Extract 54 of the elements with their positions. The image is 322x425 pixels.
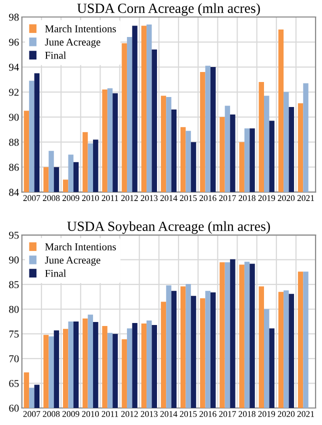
x-tick-label: 2007 [23, 411, 40, 417]
legend-label: June Acreage [45, 256, 100, 266]
x-tick-label: 2021 [297, 411, 314, 417]
x-tick-label: 2018 [238, 195, 256, 202]
legend-label: March Intentions [45, 24, 116, 32]
x-tick-label: 2015 [180, 195, 197, 202]
x-tick-label: 2009 [62, 411, 80, 417]
y-tick-label: 94 [9, 64, 19, 71]
y-tick-label: 98 [9, 14, 19, 21]
x-tick-label: 2015 [180, 411, 197, 417]
y-tick-label: 80 [9, 306, 19, 313]
y-tick-label: 95 [9, 232, 19, 239]
x-tick-label: 2017 [219, 411, 236, 417]
legend-label: Final [45, 52, 66, 59]
x-tick-label: 2010 [82, 195, 99, 202]
legend-label: June Acreage [45, 38, 100, 48]
x-tick-label: 2013 [140, 195, 158, 202]
x-tick-label: 2010 [82, 411, 99, 417]
y-tick-label: 84 [9, 188, 19, 196]
x-tick-label: 2012 [121, 195, 138, 202]
y-tick-label: 86 [9, 164, 19, 171]
x-tick-label: 2011 [102, 195, 118, 202]
x-tick-label: 2018 [238, 411, 256, 417]
x-tick-label: 2007 [23, 195, 40, 202]
y-tick-label: 70 [9, 355, 19, 362]
x-tick-label: 2008 [42, 411, 60, 417]
x-tick-label: 2017 [219, 195, 236, 202]
y-tick-label: 85 [9, 281, 19, 288]
x-tick-label: 2019 [258, 195, 276, 202]
x-tick-label: 2011 [102, 411, 118, 417]
y-tick-label: 75 [9, 330, 19, 338]
x-tick-label: 2021 [297, 195, 314, 202]
x-tick-label: 2019 [258, 411, 276, 417]
y-tick-label: 90 [9, 256, 19, 264]
x-tick-label: 2013 [140, 411, 158, 417]
chart-title: USDA Soybean Acreage (mln acres) [67, 221, 270, 234]
legend-label: Final [45, 270, 66, 277]
y-tick-label: 60 [9, 404, 19, 412]
x-tick-label: 2016 [200, 411, 216, 417]
y-tick-label: 90 [9, 114, 19, 121]
y-tick-label: 92 [9, 88, 19, 96]
x-tick-label: 2008 [42, 195, 60, 202]
y-tick-label: 96 [9, 38, 19, 46]
legend-label: March Intentions [45, 243, 116, 250]
x-tick-label: 2016 [200, 195, 216, 202]
x-tick-label: 2020 [278, 195, 295, 202]
x-tick-label: 2014 [160, 195, 178, 202]
x-tick-label: 2012 [121, 411, 138, 417]
chart-title: USDA Corn Acreage (mln acres) [77, 3, 260, 16]
y-tick-label: 65 [9, 380, 19, 388]
x-tick-label: 2009 [62, 195, 80, 202]
x-tick-label: 2020 [278, 411, 295, 417]
x-tick-label: 2014 [160, 411, 178, 417]
y-tick-label: 88 [9, 138, 19, 146]
